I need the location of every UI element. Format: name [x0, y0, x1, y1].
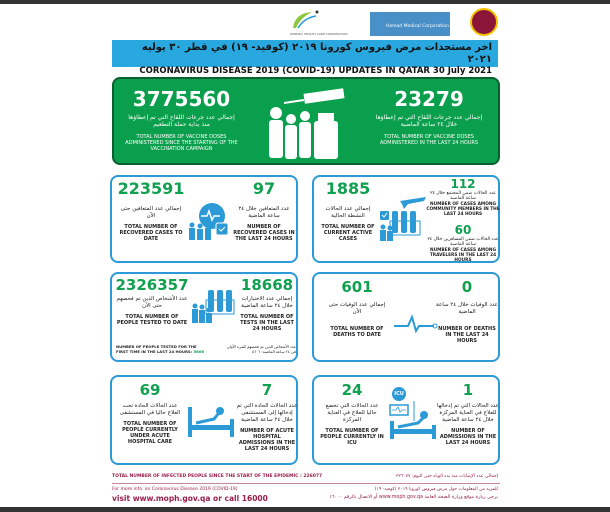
deaths-card: 601 إجمالي عدد الوفيات حتى الآن TOTAL NU…: [312, 272, 500, 362]
logos: PRIMARY HEALTH CARE CORPORATION Hamad Me…: [290, 8, 500, 38]
icu-total: 24 عدد الحالات التي تخضع حاليا للعلاج في…: [320, 381, 384, 446]
tests-card: 2326357 عدد الأشخاص الذين تم فحصهم حتى ا…: [110, 272, 298, 362]
vaccine-panel: 3775560 إجمالي عدد جرعات اللقاح التي تم …: [112, 77, 500, 165]
deaths-total: 601 إجمالي عدد الوفيات حتى الآن TOTAL NU…: [328, 278, 386, 338]
icu-badge: ICU: [392, 387, 406, 401]
phcc-logo: PRIMARY HEALTH CARE CORPORATION: [290, 8, 360, 36]
active-travelers: 60 عدد الحالات ضمن المسافرين خلال ٢٤ ساع…: [427, 223, 499, 263]
recovered-heart-check-icon: [189, 203, 229, 240]
more-info-en: For more info. on Coronavirus Disease 20…: [112, 487, 238, 492]
title-arabic: اخر مستجدات مرض فيروس كورونا ٢٠١٩ (كوفيد…: [141, 42, 492, 65]
tests-total: 2326357 عدد الأشخاص الذين تم فحصهم حتى ا…: [115, 276, 189, 326]
recovered-card: 223591 إجمالي عدد المتعافين حتى الآن TOT…: [110, 175, 298, 263]
vaccine-total: 3775560 إجمالي عدد جرعات اللقاح التي تم …: [125, 87, 238, 152]
footer-divider: [112, 483, 500, 484]
active-total: 1885 إجمالي عدد الحالات النشطة الحالية T…: [321, 179, 375, 242]
icu-card: 24 عدد الحالات التي تخضع حاليا للعلاج في…: [312, 375, 500, 465]
icu-bed-icon: ICU: [388, 387, 438, 443]
flatline-pulse-icon: [394, 314, 438, 334]
vaccination-family-icon: [269, 88, 345, 159]
infected-total-ar: إجمالي عدد الإصابات منذ بدء الوباء حتى ا…: [395, 474, 498, 479]
tests-first-time-en: NUMBER OF PEOPLE TESTED FOR THE FIRST TI…: [116, 344, 205, 354]
more-info-ar: للمزيد من المعلومات حول مرض فيروس كورونا…: [374, 487, 498, 492]
top-border: [0, 0, 610, 4]
tests-last24: 18668 إجمالي عدد الاختبارات خلال ٢٤ ساعة…: [240, 276, 294, 332]
patient-bed-icon: [389, 401, 436, 439]
tests-first-time-ar: عدد الأشخاص الذين تم فحصهم للمرة الأولى …: [226, 344, 296, 354]
hmc-logo: Hamad Medical Corporation: [370, 12, 450, 36]
state-emblem-logo: [470, 8, 498, 36]
vaccine-last24: 23279 إجمالي عدد جرعات اللقاح التي تم إع…: [375, 87, 483, 146]
acute-care-card: 69 عدد الحالات الحادة تحت العلاج حاليا ف…: [110, 375, 298, 465]
recovered-last24: 97 عدد المتعافين خلال ٢٤ ساعة الماضية NU…: [233, 179, 295, 242]
icu-last24: 1 عدد الحالات التي تم إدخالها للعلاج في …: [437, 381, 499, 446]
test-tubes-airplane-icon: [380, 197, 426, 241]
infected-total-en: TOTAL NUMBER OF INFECTED PEOPLE SINCE TH…: [112, 474, 323, 479]
visit-link-en[interactable]: visit www.moph.gov.qa or call 16000: [112, 494, 268, 503]
deaths-last24: 0 عدد الوفيات خلال ٢٤ ساعة الماضية NUMBE…: [436, 278, 498, 344]
bottom-border: [0, 507, 610, 512]
acute-total: 69 عدد الحالات الحادة تحت العلاج حاليا ف…: [119, 381, 181, 445]
title-bar: اخر مستجدات مرض فيروس كورونا ٢٠١٩ (كوفيد…: [112, 40, 498, 76]
visit-link-ar[interactable]: يرجى زيارة موقع وزارة الصحة العامة www.m…: [329, 495, 498, 500]
recovered-total: 223591 إجمالي عدد المتعافين حتى الآن TOT…: [117, 179, 185, 242]
hospital-bed-icon: [188, 407, 234, 437]
active-community: 112 عدد الحالات ضمن المجتمع خلال ٢٤ ساعة…: [426, 177, 500, 217]
people-test-tubes-icon: [192, 290, 235, 323]
title-english: CORONAVIRUS DISEASE 2019 (COVID-19) UPDA…: [139, 66, 492, 76]
acute-last24: 7 عدد الحالات الحادة التي تم إدخالها إلى…: [236, 381, 298, 452]
leaf-icon: [293, 10, 319, 29]
active-cases-card: 1885 إجمالي عدد الحالات النشطة الحالية T…: [312, 175, 500, 263]
